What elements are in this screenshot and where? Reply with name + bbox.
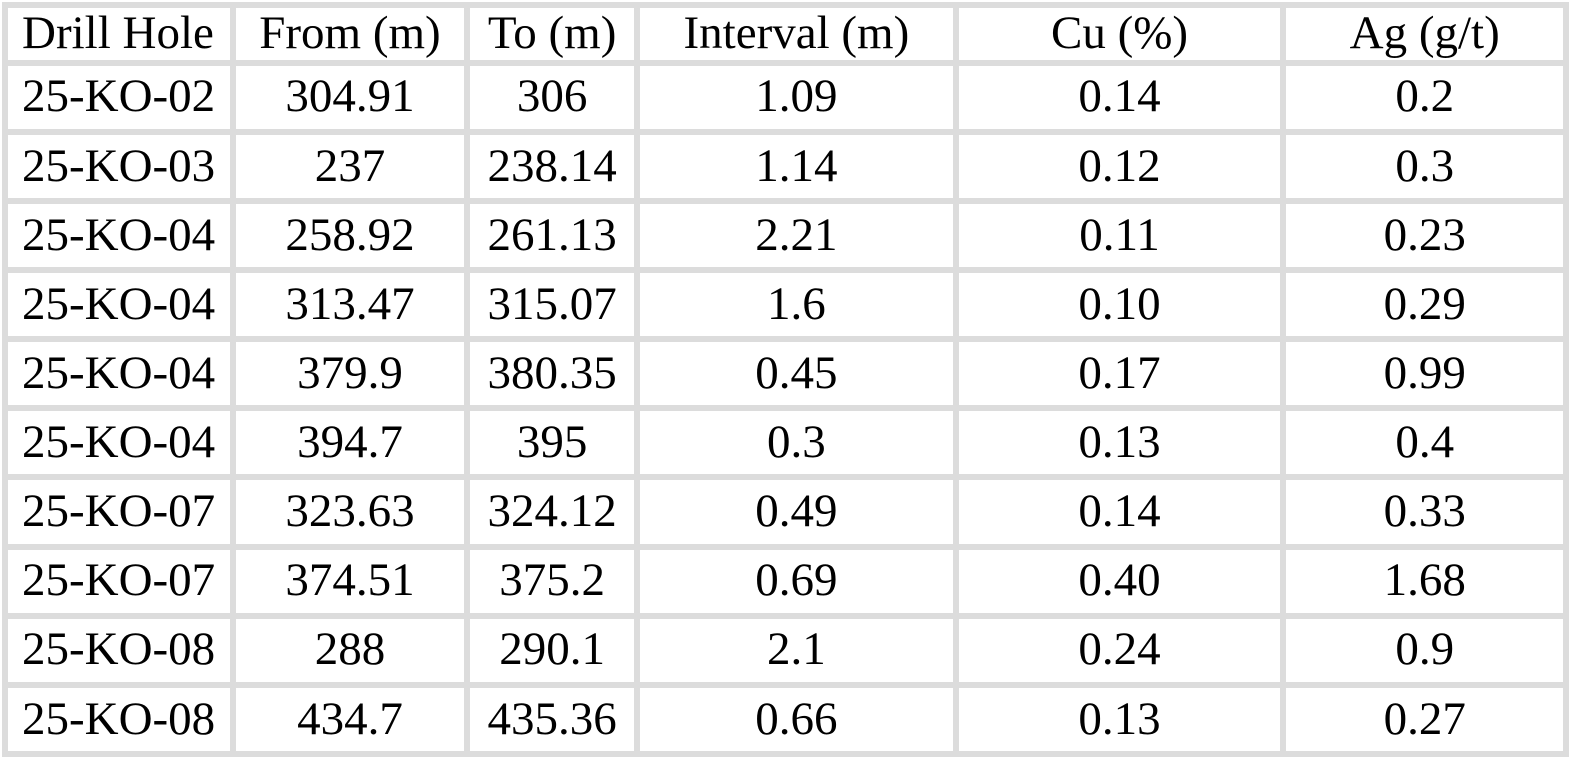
cell-drill-hole: 25-KO-07 xyxy=(2,474,236,550)
column-header-to-m: To (m) xyxy=(464,2,641,66)
cell-ag-g-t: 0.2 xyxy=(1280,59,1569,135)
cell-cu: 0.10 xyxy=(952,267,1287,343)
table-row: 25-KO-04 258.92 261.13 2.21 0.11 0.23 xyxy=(2,197,1569,274)
cell-to-m: 380.35 xyxy=(464,336,641,412)
cell-from-m: 258.92 xyxy=(229,197,471,274)
cell-to-m: 435.36 xyxy=(464,681,641,758)
cell-interval-m: 0.3 xyxy=(634,405,959,481)
column-header-from-m: From (m) xyxy=(229,2,471,66)
cell-drill-hole: 25-KO-07 xyxy=(2,543,236,619)
cell-to-m: 315.07 xyxy=(464,267,641,343)
cell-interval-m: 0.66 xyxy=(634,681,959,758)
column-header-interval-m: Interval (m) xyxy=(634,2,959,66)
cell-cu: 0.24 xyxy=(952,612,1287,688)
cell-ag-g-t: 0.27 xyxy=(1280,681,1569,758)
table-row: 25-KO-04 379.9 380.35 0.45 0.17 0.99 xyxy=(2,336,1569,412)
cell-to-m: 324.12 xyxy=(464,474,641,550)
cell-drill-hole: 25-KO-08 xyxy=(2,612,236,688)
cell-drill-hole: 25-KO-03 xyxy=(2,128,236,204)
cell-drill-hole: 25-KO-04 xyxy=(2,405,236,481)
column-header-drill-hole: Drill Hole xyxy=(2,2,236,66)
cell-interval-m: 0.69 xyxy=(634,543,959,619)
cell-ag-g-t: 0.4 xyxy=(1280,405,1569,481)
cell-from-m: 288 xyxy=(229,612,471,688)
cell-cu: 0.17 xyxy=(952,336,1287,412)
cell-to-m: 375.2 xyxy=(464,543,641,619)
cell-interval-m: 2.1 xyxy=(634,612,959,688)
table-body: 25-KO-02 304.91 306 1.09 0.14 0.2 25-KO-03 237 2… xyxy=(2,59,1569,758)
cell-interval-m: 2.21 xyxy=(634,197,959,274)
cell-interval-m: 1.6 xyxy=(634,267,959,343)
column-header-ag-g-t: Ag (g/t) xyxy=(1280,2,1569,66)
table-row: 25-KO-07 323.63 324.12 0.49 0.14 0.33 xyxy=(2,474,1569,550)
cell-cu: 0.40 xyxy=(952,543,1287,619)
cell-ag-g-t: 0.9 xyxy=(1280,612,1569,688)
table-row: 25-KO-03 237 238.14 1.14 0.12 0.3 xyxy=(2,128,1569,204)
cell-interval-m: 0.45 xyxy=(634,336,959,412)
cell-drill-hole: 25-KO-04 xyxy=(2,267,236,343)
cell-to-m: 395 xyxy=(464,405,641,481)
table-row: 25-KO-08 288 290.1 2.1 0.24 0.9 xyxy=(2,612,1569,688)
cell-drill-hole: 25-KO-04 xyxy=(2,336,236,412)
cell-from-m: 313.47 xyxy=(229,267,471,343)
table-row: 25-KO-07 374.51 375.2 0.69 0.40 1.68 xyxy=(2,543,1569,619)
cell-to-m: 261.13 xyxy=(464,197,641,274)
cell-from-m: 394.7 xyxy=(229,405,471,481)
cell-to-m: 238.14 xyxy=(464,128,641,204)
cell-ag-g-t: 0.29 xyxy=(1280,267,1569,343)
cell-interval-m: 0.49 xyxy=(634,474,959,550)
cell-from-m: 237 xyxy=(229,128,471,204)
cell-drill-hole: 25-KO-08 xyxy=(2,681,236,758)
header-row: Drill Hole From (m) To (m) Interval (m) Cu (… xyxy=(2,2,1569,66)
table-row: 25-KO-04 394.7 395 0.3 0.13 0.4 xyxy=(2,405,1569,481)
cell-ag-g-t: 0.99 xyxy=(1280,336,1569,412)
cell-from-m: 374.51 xyxy=(229,543,471,619)
cell-cu: 0.11 xyxy=(952,197,1287,274)
cell-ag-g-t: 1.68 xyxy=(1280,543,1569,619)
cell-cu: 0.12 xyxy=(952,128,1287,204)
cell-drill-hole: 25-KO-02 xyxy=(2,59,236,135)
cell-interval-m: 1.09 xyxy=(634,59,959,135)
cell-from-m: 379.9 xyxy=(229,336,471,412)
column-header-cu: Cu (%) xyxy=(952,2,1287,66)
cell-to-m: 306 xyxy=(464,59,641,135)
cell-interval-m: 1.14 xyxy=(634,128,959,204)
cell-ag-g-t: 0.3 xyxy=(1280,128,1569,204)
cell-drill-hole: 25-KO-04 xyxy=(2,197,236,274)
cell-cu: 0.13 xyxy=(952,405,1287,481)
cell-from-m: 323.63 xyxy=(229,474,471,550)
cell-ag-g-t: 0.23 xyxy=(1280,197,1569,274)
cell-from-m: 304.91 xyxy=(229,59,471,135)
cell-to-m: 290.1 xyxy=(464,612,641,688)
cell-cu: 0.14 xyxy=(952,59,1287,135)
cell-from-m: 434.7 xyxy=(229,681,471,758)
table-row: 25-KO-04 313.47 315.07 1.6 0.10 0.29 xyxy=(2,267,1569,343)
cell-cu: 0.13 xyxy=(952,681,1287,758)
table-row: 25-KO-08 434.7 435.36 0.66 0.13 0.27 xyxy=(2,681,1569,758)
table-row: 25-KO-02 304.91 306 1.09 0.14 0.2 xyxy=(2,59,1569,135)
cell-ag-g-t: 0.33 xyxy=(1280,474,1569,550)
cell-cu: 0.14 xyxy=(952,474,1287,550)
